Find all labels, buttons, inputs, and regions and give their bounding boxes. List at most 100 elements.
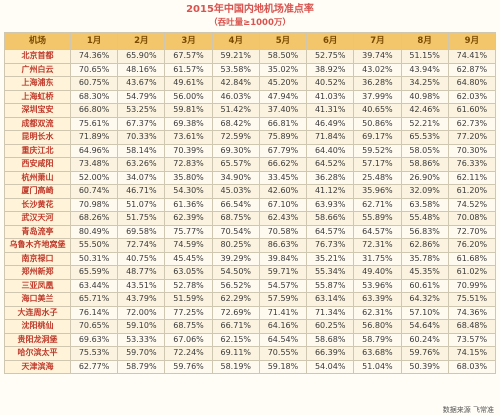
on-time-rate-cell: 54.79% xyxy=(117,89,166,104)
on-time-rate-cell: 49.40% xyxy=(353,265,402,280)
on-time-rate-cell: 52.00% xyxy=(69,170,119,185)
table-row: 郑州新郑 65.59% 48.77% 63.05% 54.50% 59.71% 55.34%… xyxy=(4,265,497,280)
on-time-rate-cell: 76.14% xyxy=(69,305,119,320)
on-time-rate-cell: 70.65% xyxy=(69,319,119,334)
column-header-month: 3月 xyxy=(164,32,213,50)
on-time-rate-cell: 76.33% xyxy=(447,157,497,172)
on-time-rate-cell: 70.98% xyxy=(69,197,119,212)
column-header-month: 6月 xyxy=(306,32,355,50)
on-time-rate-cell: 51.04% xyxy=(353,359,402,374)
on-time-rate-cell: 70.58% xyxy=(258,224,308,239)
airport-name-cell: 成都双流 xyxy=(4,116,71,131)
on-time-rate-cell: 42.46% xyxy=(400,103,449,118)
table-row: 西安咸阳 73.48% 63.26% 72.83% 65.57% 66.62% 64.52%… xyxy=(4,157,497,172)
on-time-rate-cell: 62.31% xyxy=(353,305,402,320)
on-time-rate-cell: 57.59% xyxy=(258,292,308,307)
on-time-rate-cell: 72.24% xyxy=(164,346,213,361)
on-time-rate-cell: 57.17% xyxy=(353,157,402,172)
on-time-rate-cell: 46.03% xyxy=(211,89,260,104)
on-time-rate-cell: 64.54% xyxy=(258,332,308,347)
on-time-rate-cell: 43.02% xyxy=(353,62,402,77)
on-time-rate-cell: 61.68% xyxy=(447,251,497,266)
on-time-rate-cell: 64.52% xyxy=(306,157,355,172)
table-row: 南京禄口 50.31% 40.75% 45.45% 39.29% 39.84% 35.21%… xyxy=(4,251,497,266)
on-time-rate-cell: 64.32% xyxy=(400,292,449,307)
on-time-rate-cell: 43.94% xyxy=(400,62,449,77)
table-row: 杭州萧山 52.00% 34.07% 35.80% 34.90% 33.45% 36.28%… xyxy=(4,170,497,185)
on-time-rate-cell: 74.41% xyxy=(447,49,497,64)
airport-name-cell: 深圳宝安 xyxy=(4,103,71,118)
on-time-rate-cell: 58.68% xyxy=(306,332,355,347)
airport-name-cell: 海口美兰 xyxy=(4,292,71,307)
on-time-rate-cell: 74.59% xyxy=(164,238,213,253)
on-time-rate-cell: 53.58% xyxy=(211,62,260,77)
on-time-rate-cell: 69.30% xyxy=(211,143,260,158)
on-time-rate-cell: 40.65% xyxy=(353,103,402,118)
on-time-rate-cell: 55.87% xyxy=(306,278,355,293)
on-time-rate-cell: 62.73% xyxy=(447,116,497,131)
on-time-rate-cell: 61.02% xyxy=(447,265,497,280)
on-time-rate-cell: 62.43% xyxy=(258,211,308,226)
on-time-rate-cell: 72.31% xyxy=(353,238,402,253)
on-time-rate-cell: 62.03% xyxy=(447,89,497,104)
on-time-rate-cell: 75.51% xyxy=(447,292,497,307)
on-time-rate-cell: 64.96% xyxy=(69,143,119,158)
on-time-rate-cell: 63.44% xyxy=(69,278,119,293)
on-time-rate-cell: 65.59% xyxy=(69,265,119,280)
on-time-rate-cell: 35.21% xyxy=(306,251,355,266)
on-time-rate-cell: 69.17% xyxy=(353,130,402,145)
on-time-rate-cell: 63.26% xyxy=(117,157,166,172)
on-time-rate-cell: 39.84% xyxy=(258,251,308,266)
on-time-rate-cell: 58.05% xyxy=(400,143,449,158)
on-time-rate-cell: 80.25% xyxy=(211,238,260,253)
airport-name-cell: 武汉天河 xyxy=(4,211,71,226)
on-time-rate-cell: 45.45% xyxy=(164,251,213,266)
table-row: 青岛流亭 80.49% 69.58% 75.77% 70.54% 70.58% 64.57%… xyxy=(4,224,497,239)
table-row: 昆明长水 71.89% 70.33% 73.61% 72.59% 75.89% 71.84%… xyxy=(4,130,497,145)
on-time-rate-cell: 66.71% xyxy=(211,319,260,334)
on-time-rate-cell: 45.03% xyxy=(211,184,260,199)
table-row: 贵阳龙洞堡 69.63% 53.33% 67.06% 62.15% 64.54% 58.68… xyxy=(4,332,497,347)
airport-name-cell: 郑州新郑 xyxy=(4,265,71,280)
on-time-rate-cell: 53.96% xyxy=(353,278,402,293)
on-time-rate-cell: 53.33% xyxy=(117,332,166,347)
on-time-rate-cell: 59.76% xyxy=(164,359,213,374)
airport-name-cell: 长沙黄花 xyxy=(4,197,71,212)
on-time-rate-cell: 62.71% xyxy=(353,197,402,212)
on-time-rate-cell: 36.28% xyxy=(306,170,355,185)
on-time-rate-cell: 63.93% xyxy=(306,197,355,212)
table-row: 上海浦东 60.75% 43.67% 49.61% 42.84% 45.20% 40.52%… xyxy=(4,76,497,91)
airport-name-cell: 上海虹桥 xyxy=(4,89,71,104)
on-time-rate-cell: 58.79% xyxy=(117,359,166,374)
on-time-rate-cell: 58.14% xyxy=(117,143,166,158)
on-time-rate-cell: 59.76% xyxy=(400,346,449,361)
on-time-rate-cell: 59.81% xyxy=(164,103,213,118)
airport-name-cell: 天津滨海 xyxy=(4,359,71,374)
on-time-rate-cell: 63.58% xyxy=(400,197,449,212)
airport-name-cell: 乌鲁木齐地窝堡 xyxy=(4,238,71,253)
table-body: 北京首都 74.36% 65.90% 67.57% 59.21% 58.50% 52.75%… xyxy=(4,49,497,374)
column-header-month: 7月 xyxy=(353,32,402,50)
on-time-rate-cell: 54.30% xyxy=(164,184,213,199)
on-time-rate-cell: 71.84% xyxy=(306,130,355,145)
on-time-rate-cell: 51.15% xyxy=(400,49,449,64)
on-time-rate-cell: 59.71% xyxy=(258,265,308,280)
on-time-rate-cell: 75.53% xyxy=(69,346,119,361)
table-row: 北京首都 74.36% 65.90% 67.57% 59.21% 58.50% 52.75%… xyxy=(4,49,497,64)
on-time-rate-cell: 41.03% xyxy=(306,89,355,104)
on-time-rate-cell: 31.75% xyxy=(353,251,402,266)
table-row: 广州白云 70.65% 48.16% 61.57% 53.58% 35.02% 38.92%… xyxy=(4,62,497,77)
on-time-rate-cell: 70.33% xyxy=(117,130,166,145)
on-time-rate-cell: 66.81% xyxy=(258,116,308,131)
on-time-rate-cell: 80.49% xyxy=(69,224,119,239)
on-time-rate-cell: 55.34% xyxy=(306,265,355,280)
on-time-rate-cell: 43.51% xyxy=(117,278,166,293)
on-time-rate-cell: 38.92% xyxy=(306,62,355,77)
table-header-row: 机场 1月 2月 3月 4月 5月 6月 7月 8月 9月 xyxy=(4,32,497,50)
on-time-rate-cell: 51.75% xyxy=(117,211,166,226)
on-time-rate-cell: 65.90% xyxy=(117,49,166,64)
table-row: 大连周水子 76.14% 72.00% 77.25% 72.69% 71.41% 71.34… xyxy=(4,305,497,320)
airport-name-cell: 昆明长水 xyxy=(4,130,71,145)
on-time-rate-cell: 55.50% xyxy=(69,238,119,253)
